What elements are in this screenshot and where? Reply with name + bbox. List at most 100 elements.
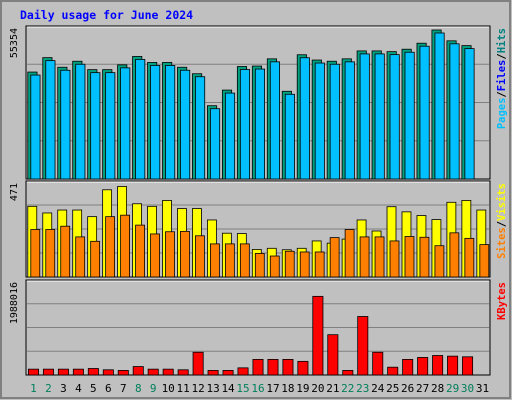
pages-bar-17 xyxy=(269,61,280,180)
kbytes-panel-axis-label: KBytes xyxy=(496,282,508,320)
visits-panel-axis-label: Sites/Visits xyxy=(496,183,508,259)
visits-panel-axis-label-sites: Sites xyxy=(496,227,508,259)
x-tick-label-23: 23 xyxy=(356,382,369,395)
pages-bar-23 xyxy=(359,53,370,180)
kbytes-bar-19 xyxy=(297,360,309,376)
kbytes-bar-9 xyxy=(147,368,159,376)
kbytes-bar-5 xyxy=(87,368,99,376)
kbytes-bar-1 xyxy=(27,368,39,376)
kbytes-bar-22 xyxy=(342,370,354,376)
pages-bar-5 xyxy=(90,72,101,180)
kbytes-bar-17 xyxy=(267,358,279,376)
x-tick-label-18: 18 xyxy=(281,382,294,395)
hits-panel-ymax-label: 55354 xyxy=(9,28,20,58)
x-tick-label-1: 1 xyxy=(30,382,37,395)
x-tick-label-27: 27 xyxy=(416,382,429,395)
hits-panel-axis-label-files: Files xyxy=(496,60,508,92)
x-tick-label-17: 17 xyxy=(266,382,279,395)
x-tick-label-20: 20 xyxy=(311,382,324,395)
visits-panel-ymax-label: 471 xyxy=(9,183,20,201)
sites-bar-22 xyxy=(344,229,355,278)
x-tick-label-30: 30 xyxy=(461,382,474,395)
x-tick-label-9: 9 xyxy=(150,382,157,395)
x-tick-label-15: 15 xyxy=(236,382,249,395)
sites-bar-5 xyxy=(90,240,101,278)
pages-bar-9 xyxy=(150,65,161,180)
sites-bar-14 xyxy=(224,243,235,278)
sites-bar-30 xyxy=(464,237,475,278)
kbytes-bar-28 xyxy=(432,355,444,376)
pages-bar-19 xyxy=(299,57,310,180)
x-tick-label-13: 13 xyxy=(206,382,219,395)
pages-bar-26 xyxy=(404,51,415,180)
x-tick-label-3: 3 xyxy=(60,382,67,395)
x-tick-label-29: 29 xyxy=(446,382,459,395)
sites-bar-6 xyxy=(105,216,116,278)
sites-bar-11 xyxy=(180,230,190,278)
kbytes-bar-10 xyxy=(162,368,174,376)
sites-bar-15 xyxy=(239,243,250,278)
pages-bar-13 xyxy=(210,108,221,180)
kbytes-bar-3 xyxy=(57,368,69,376)
sites-bar-12 xyxy=(195,235,205,278)
pages-bar-7 xyxy=(120,67,131,180)
sites-bar-9 xyxy=(150,233,160,278)
pages-bar-1 xyxy=(30,74,41,180)
kbytes-bar-6 xyxy=(102,369,114,376)
kbytes-bar-12 xyxy=(192,351,204,376)
pages-bar-6 xyxy=(105,72,116,180)
sites-bar-17 xyxy=(269,255,280,278)
kbytes-bar-25 xyxy=(387,366,399,376)
sites-bar-28 xyxy=(434,245,445,278)
pages-bar-29 xyxy=(449,43,460,180)
sites-bar-21 xyxy=(329,237,340,278)
sites-bar-27 xyxy=(419,236,430,278)
kbytes-bar-16 xyxy=(252,358,264,376)
kbytes-bar-24 xyxy=(372,351,384,376)
kbytes-bar-26 xyxy=(402,358,414,376)
hits-panel-axis-separator: / xyxy=(496,91,508,97)
kbytes-bar-20 xyxy=(312,295,324,376)
pages-bar-16 xyxy=(254,68,265,180)
kbytes-bar-30 xyxy=(462,356,474,376)
pages-bar-10 xyxy=(165,65,176,180)
pages-bar-20 xyxy=(314,62,325,180)
kbytes-panel-axis-label-kbytes: KBytes xyxy=(496,282,508,320)
pages-bar-2 xyxy=(45,60,56,180)
pages-bar-4 xyxy=(75,63,86,180)
x-tick-label-24: 24 xyxy=(371,382,385,395)
kbytes-bar-23 xyxy=(357,316,369,376)
sites-bar-19 xyxy=(299,251,310,278)
kbytes-bar-13 xyxy=(207,370,219,376)
x-tick-label-4: 4 xyxy=(75,382,82,395)
pages-bar-11 xyxy=(180,69,191,180)
x-tick-label-19: 19 xyxy=(296,382,309,395)
sites-bar-8 xyxy=(135,224,145,278)
x-tick-label-22: 22 xyxy=(341,382,354,395)
x-tick-label-2: 2 xyxy=(45,382,52,395)
kbytes-bar-21 xyxy=(327,334,339,376)
visits-panel-axis-separator: / xyxy=(496,221,508,227)
x-tick-label-7: 7 xyxy=(120,382,127,395)
sites-bar-1 xyxy=(30,229,41,278)
hits-panel-axis-label-hits: Hits xyxy=(496,28,508,53)
sites-bar-16 xyxy=(254,253,265,278)
hits-panel-axis-label: Pages/Files/Hits xyxy=(496,28,508,129)
x-tick-label-26: 26 xyxy=(401,382,414,395)
pages-bar-27 xyxy=(419,45,430,180)
kbytes-bar-15 xyxy=(237,367,249,376)
sites-bar-23 xyxy=(359,236,370,278)
kbytes-bar-2 xyxy=(42,368,54,376)
pages-bar-28 xyxy=(434,32,445,180)
sites-bar-4 xyxy=(75,236,86,278)
sites-bar-13 xyxy=(210,243,220,278)
sites-bar-7 xyxy=(120,214,130,278)
sites-bar-25 xyxy=(389,240,400,278)
pages-bar-24 xyxy=(374,53,385,180)
sites-bar-20 xyxy=(314,251,325,278)
pages-bar-21 xyxy=(329,63,340,180)
kbytes-bar-4 xyxy=(72,368,84,376)
sites-bar-3 xyxy=(60,225,71,278)
x-tick-label-25: 25 xyxy=(386,382,399,395)
